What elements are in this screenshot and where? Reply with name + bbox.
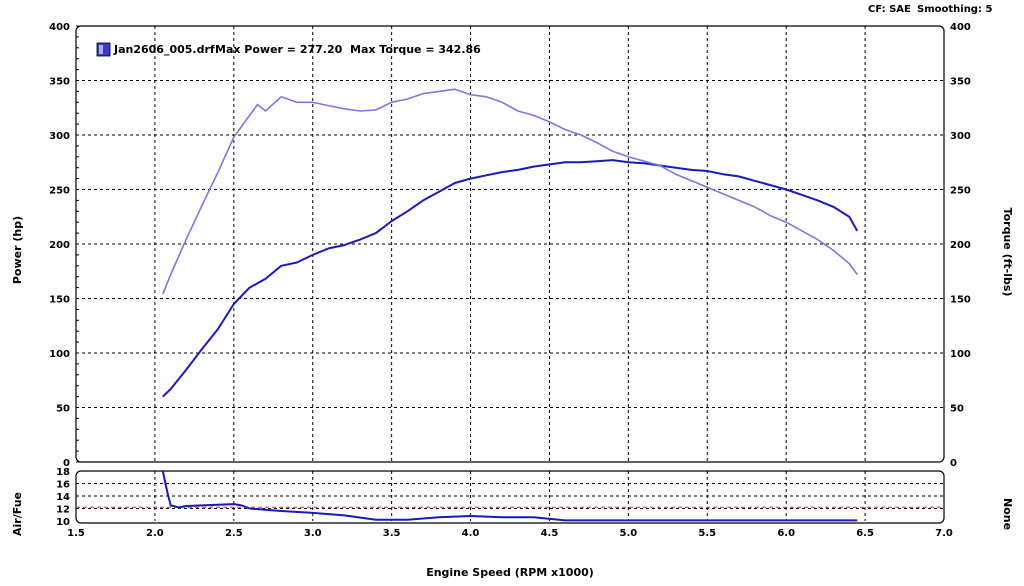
af-y-axis-title: Air/Fue xyxy=(11,492,24,536)
y2-tick-label: 250 xyxy=(950,186,971,197)
af-y2-axis-title: None xyxy=(1001,498,1014,530)
y-tick-label: 0 xyxy=(63,458,70,469)
y2-tick-label: 150 xyxy=(950,295,971,306)
y-tick-label: 100 xyxy=(49,349,70,360)
x-tick-label: 7.0 xyxy=(935,528,953,539)
cf-label: CF: SAE xyxy=(868,4,911,15)
y2-tick-label: 350 xyxy=(950,77,971,88)
x-tick-label: 3.0 xyxy=(304,528,322,539)
y-tick-label: 150 xyxy=(49,295,70,306)
y2-tick-label: 200 xyxy=(950,240,971,251)
y-axis-title: Power (hp) xyxy=(11,216,24,284)
air-fuel-line xyxy=(161,470,858,522)
y2-axis-title: Torque (ft-lbs) xyxy=(1001,208,1014,297)
y-tick-label: 250 xyxy=(49,186,70,197)
af-y-tick-label: 16 xyxy=(56,480,70,491)
y-tick-label: 300 xyxy=(49,131,70,142)
y2-tick-label: 100 xyxy=(950,349,971,360)
main-y2-ticks: 0 50 100 150 200 250 300 350 400 xyxy=(950,22,971,469)
smoothing-label: Smoothing: 5 xyxy=(917,4,992,15)
x-tick-label: 6.0 xyxy=(777,528,795,539)
y2-tick-label: 0 xyxy=(950,458,957,469)
x-ticks: 1.5 2.0 2.5 3.0 3.5 4.0 4.5 5.0 5.5 6.0 6.5 7.0 xyxy=(67,528,953,539)
legend-file: Jan2606_005.drf xyxy=(113,43,215,56)
af-grid xyxy=(76,471,944,521)
af-y-tick-label: 10 xyxy=(56,517,70,528)
main-grid xyxy=(76,25,944,463)
legend-swatch xyxy=(96,42,111,57)
power-line xyxy=(162,159,859,398)
x-tick-label: 2.5 xyxy=(225,528,243,539)
x-tick-label: 5.0 xyxy=(620,528,638,539)
af-plot-frame xyxy=(75,470,945,524)
x-axis-title: Engine Speed (RPM x1000) xyxy=(426,566,594,579)
x-tick-label: 2.0 xyxy=(146,528,164,539)
y2-tick-label: 50 xyxy=(950,404,964,415)
legend-max-power: Max Power = 277.20 xyxy=(215,43,343,56)
af-y-tick-label: 12 xyxy=(56,505,70,516)
legend-max-torque: Max Torque = 342.86 xyxy=(350,43,481,56)
y2-tick-label: 400 xyxy=(950,22,971,33)
y-tick-label: 200 xyxy=(49,240,70,251)
x-tick-label: 4.0 xyxy=(462,528,480,539)
main-series xyxy=(162,88,859,398)
x-tick-label: 3.5 xyxy=(383,528,401,539)
y-tick-label: 350 xyxy=(49,77,70,88)
x-tick-label: 4.5 xyxy=(541,528,559,539)
legend-swatch-inner xyxy=(99,45,103,54)
af-y-tick-label: 18 xyxy=(56,467,70,478)
x-tick-label: 1.5 xyxy=(67,528,85,539)
torque-line xyxy=(162,88,858,295)
x-tick-label: 5.5 xyxy=(698,528,716,539)
y-tick-label: 400 xyxy=(49,22,70,33)
af-series xyxy=(161,470,858,522)
y-tick-label: 50 xyxy=(56,404,70,415)
af-y-tick-label: 14 xyxy=(56,492,70,503)
y2-tick-label: 300 xyxy=(950,131,971,142)
main-y-ticks: 0 50 100 150 200 250 300 350 400 xyxy=(49,22,70,469)
x-tick-label: 6.5 xyxy=(856,528,874,539)
